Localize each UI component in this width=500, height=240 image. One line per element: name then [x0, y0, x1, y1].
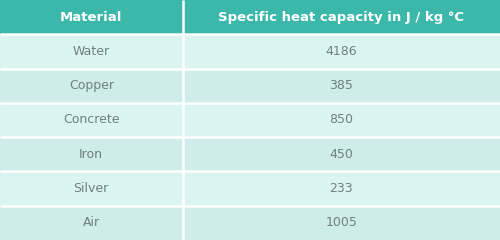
Text: 4186: 4186: [326, 45, 357, 58]
Bar: [0, 137, 182, 171]
Text: Material: Material: [60, 11, 122, 24]
Text: Concrete: Concrete: [63, 114, 120, 126]
Text: Silver: Silver: [74, 182, 109, 195]
Bar: [182, 69, 500, 103]
Bar: [0, 0, 182, 34]
Bar: [0, 206, 182, 240]
Text: 450: 450: [330, 148, 353, 161]
Text: Air: Air: [82, 216, 100, 229]
Bar: [0, 103, 182, 137]
Bar: [0, 69, 182, 103]
Bar: [182, 34, 500, 69]
Text: 1005: 1005: [326, 216, 357, 229]
Text: Copper: Copper: [69, 79, 114, 92]
Bar: [182, 171, 500, 206]
Bar: [182, 0, 500, 34]
Bar: [182, 137, 500, 171]
Text: Specific heat capacity in J / kg °C: Specific heat capacity in J / kg °C: [218, 11, 464, 24]
Bar: [182, 206, 500, 240]
Bar: [182, 103, 500, 137]
Text: 233: 233: [330, 182, 353, 195]
Bar: [0, 34, 182, 69]
Text: 385: 385: [330, 79, 353, 92]
Text: 850: 850: [329, 114, 353, 126]
Text: Water: Water: [72, 45, 110, 58]
Bar: [0, 171, 182, 206]
Text: Iron: Iron: [79, 148, 104, 161]
